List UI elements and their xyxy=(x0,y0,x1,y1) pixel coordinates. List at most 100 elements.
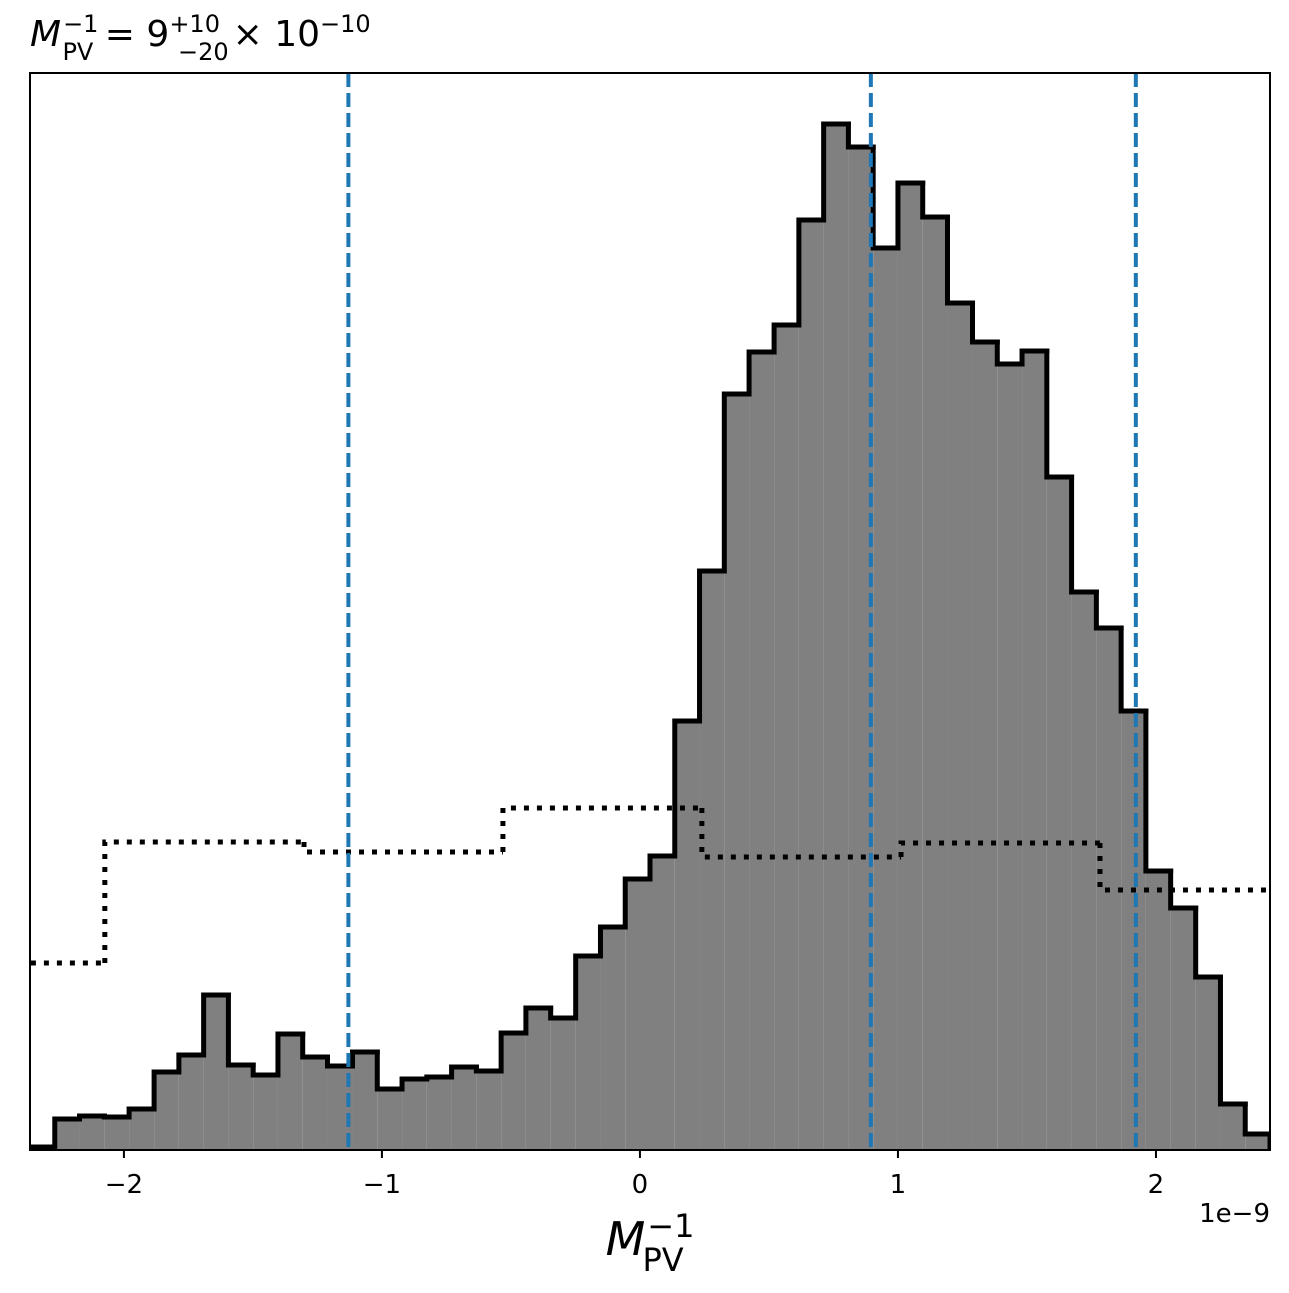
histogram-outline xyxy=(399,1076,430,1092)
histogram-outline xyxy=(870,144,901,251)
histogram-outline xyxy=(374,1049,405,1092)
prior-outline xyxy=(699,808,902,860)
histogram-bar xyxy=(1195,977,1221,1150)
histogram-outline xyxy=(1242,1101,1270,1150)
title-symbol: M xyxy=(30,14,61,55)
histogram-outline xyxy=(424,1074,455,1082)
histogram-bar xyxy=(1170,908,1196,1150)
title-sup: −1 xyxy=(63,10,98,38)
histogram-outline xyxy=(573,953,603,1021)
prior-outline xyxy=(898,840,1100,857)
overlay: −2 −1 0 1 2 xyxy=(29,72,1271,1200)
prior-outline xyxy=(301,842,503,855)
prior-outline xyxy=(1097,843,1270,893)
histogram-bar xyxy=(501,1033,526,1150)
histogram-outline xyxy=(77,1113,107,1122)
histogram-outline xyxy=(523,1005,554,1036)
histogram-bar xyxy=(426,1077,452,1150)
histogram-outline xyxy=(1044,348,1075,480)
title-exp: −10 xyxy=(320,10,371,38)
histogram-outline xyxy=(647,853,678,882)
histogram-outline xyxy=(350,1049,380,1069)
title-sup2: +10 xyxy=(169,10,220,38)
offset-text: 1e−9 xyxy=(1199,1199,1270,1229)
x-tick-label: 1 xyxy=(890,1170,907,1200)
title-times: × 10 xyxy=(233,14,320,55)
histogram-bar xyxy=(1022,351,1047,1150)
histogram-bar xyxy=(650,856,675,1150)
prior-outline xyxy=(102,839,305,963)
histogram-bar xyxy=(1071,592,1097,1150)
histogram-bar xyxy=(104,1117,130,1150)
histogram-outline xyxy=(597,924,628,959)
histogram-outline xyxy=(30,1144,58,1150)
histogram-outline xyxy=(970,300,1000,345)
histogram-bar xyxy=(302,1057,328,1150)
prior-outline xyxy=(500,805,702,852)
histogram-bar xyxy=(600,927,626,1150)
histogram-outline xyxy=(622,876,653,930)
histogram-outline xyxy=(721,391,752,574)
title-eq: = 9 xyxy=(93,14,169,55)
histogram-outline xyxy=(176,1052,207,1075)
x-tick-label: 0 xyxy=(632,1170,649,1200)
histogram-bar xyxy=(203,995,229,1150)
histogram-bar xyxy=(997,364,1023,1150)
histogram-bar xyxy=(625,879,650,1150)
histogram-outline xyxy=(52,1116,83,1150)
histogram-outline xyxy=(126,1106,157,1120)
histogram-outline xyxy=(250,1062,281,1078)
histogram-outline xyxy=(473,1064,504,1074)
histogram-outline xyxy=(920,180,950,220)
x-tick-label: −1 xyxy=(363,1170,401,1200)
histogram-bar xyxy=(749,352,775,1150)
histogram-bar xyxy=(1145,871,1171,1150)
histogram-outline xyxy=(151,1069,182,1112)
histogram-bar xyxy=(774,325,799,1150)
histogram-outline xyxy=(1217,974,1248,1107)
histogram-bar xyxy=(724,394,750,1150)
histogram-bar xyxy=(674,721,700,1150)
histogram-bar xyxy=(178,1055,204,1150)
xlabel-sub: PV xyxy=(642,1241,683,1279)
histogram-outline xyxy=(796,217,827,328)
x-axis-label: M−1 PV xyxy=(606,1207,695,1279)
histogram-bar xyxy=(1046,477,1072,1150)
histogram-bar xyxy=(922,217,948,1150)
histogram-bar xyxy=(1121,711,1146,1150)
histogram-bar xyxy=(699,571,725,1150)
histogram-outline xyxy=(697,568,727,724)
histogram-outline xyxy=(324,1054,356,1069)
histogram-bar xyxy=(897,183,923,1150)
histogram-outline xyxy=(225,992,256,1068)
histogram-outline xyxy=(1168,868,1199,911)
histogram-outline xyxy=(1193,905,1223,980)
histogram-outline xyxy=(548,1005,579,1021)
x-tick-label: −2 xyxy=(105,1170,143,1200)
chart-title: M−1 PV = 9+10 −20 × 10−10 xyxy=(30,10,371,66)
histogram-outline xyxy=(895,180,926,251)
histogram-outline xyxy=(771,322,802,355)
histogram-outline xyxy=(1019,348,1050,367)
histogram-bar xyxy=(451,1067,477,1150)
histogram-outline xyxy=(746,349,777,397)
histogram-outline xyxy=(994,339,1025,367)
histogram-outline xyxy=(275,1031,306,1078)
xlabel-symbol: M xyxy=(606,1212,646,1266)
histogram-outline xyxy=(845,121,876,150)
histogram-outline xyxy=(1069,474,1099,595)
histogram-bar xyxy=(823,124,849,1150)
histogram-outline xyxy=(1093,589,1124,631)
histogram-bar xyxy=(1245,1134,1270,1150)
histogram-bar xyxy=(1220,1104,1246,1150)
histogram-outline xyxy=(672,718,703,859)
title-sub2: −20 xyxy=(178,38,229,66)
title-sub: PV xyxy=(62,38,93,66)
histogram-bar xyxy=(377,1089,403,1150)
histogram-bar xyxy=(798,220,824,1150)
histogram-bar xyxy=(253,1075,278,1150)
histogram-outline xyxy=(821,121,851,223)
histogram-bar xyxy=(352,1052,378,1150)
